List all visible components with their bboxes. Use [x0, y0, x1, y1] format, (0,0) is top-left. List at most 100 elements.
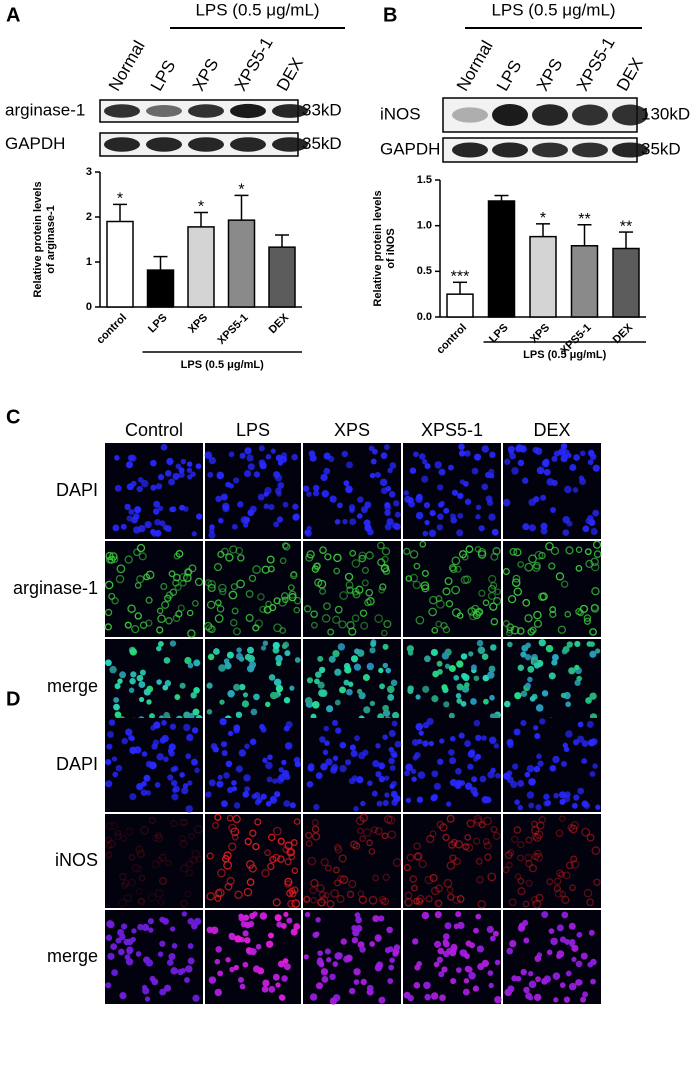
cell [230, 618, 238, 627]
cell [110, 943, 118, 951]
cell [128, 854, 136, 861]
cell [466, 966, 473, 973]
cell [337, 643, 346, 651]
cell [248, 574, 257, 583]
bar [570, 245, 599, 318]
cell [205, 791, 212, 798]
cell [374, 614, 384, 623]
cell [548, 928, 555, 934]
cell [165, 591, 174, 599]
cell [172, 765, 179, 772]
cell [129, 678, 136, 685]
cell [471, 776, 478, 783]
cell [456, 683, 464, 691]
cell [157, 614, 166, 624]
cell [456, 660, 464, 668]
cell [134, 506, 142, 514]
cell [138, 874, 146, 882]
cell [549, 764, 557, 772]
cell [206, 708, 213, 715]
cell [333, 553, 342, 563]
cell [455, 911, 462, 918]
cell [293, 756, 301, 764]
y-axis-label: of iNOS [385, 228, 397, 268]
cell [382, 704, 389, 712]
cell [591, 846, 601, 855]
lane-label: XPS5-1 [231, 34, 277, 94]
cell [109, 821, 118, 830]
cell [477, 963, 485, 971]
bar [187, 226, 215, 308]
cell [339, 591, 349, 600]
cell [224, 662, 232, 670]
cell [259, 605, 267, 614]
cell [137, 923, 144, 931]
cell [548, 562, 556, 570]
cell [207, 653, 215, 661]
cell [493, 597, 502, 606]
cell [161, 600, 170, 609]
cell [246, 454, 254, 462]
cell [305, 553, 314, 562]
cell [275, 654, 283, 663]
cell [574, 640, 581, 648]
cell [563, 996, 571, 1003]
cell [357, 890, 365, 898]
cell [227, 730, 234, 737]
cell [476, 875, 484, 884]
cell [404, 898, 413, 907]
cell [334, 699, 341, 706]
cell [540, 494, 547, 501]
blot-band [146, 137, 182, 152]
cell [141, 923, 150, 932]
cell [581, 740, 589, 747]
cell [225, 957, 231, 963]
cell [479, 775, 487, 783]
cell [320, 968, 329, 976]
cell [409, 875, 418, 883]
cell [506, 861, 513, 869]
cell [134, 612, 142, 620]
cell [289, 802, 296, 809]
cell [113, 703, 120, 711]
cell [534, 993, 542, 1002]
cell [560, 443, 568, 450]
cell [351, 559, 361, 568]
cell [475, 857, 483, 865]
cell [534, 955, 542, 962]
lane-label: XPS [189, 55, 222, 94]
cell [136, 674, 144, 682]
cell [323, 602, 331, 611]
cell [588, 519, 596, 527]
cell [115, 937, 122, 944]
cell [342, 518, 348, 525]
cell [543, 468, 551, 476]
cell [559, 982, 566, 988]
cell [216, 471, 225, 480]
cell [276, 776, 284, 784]
cell [422, 740, 429, 747]
cell [493, 743, 500, 749]
cell [549, 610, 557, 618]
cell [276, 516, 284, 523]
cell [168, 570, 176, 578]
cell [381, 832, 389, 840]
cell [274, 791, 281, 798]
cell [219, 699, 225, 705]
cell [150, 484, 157, 491]
cell [270, 448, 276, 454]
cell [360, 978, 367, 986]
cell [340, 938, 347, 945]
cell [267, 754, 273, 760]
cell [138, 681, 146, 689]
cell [104, 580, 114, 590]
cell [550, 507, 557, 513]
cell [156, 679, 162, 685]
cell [381, 555, 389, 563]
cell [429, 873, 438, 882]
cell [315, 982, 324, 990]
cell [237, 976, 244, 983]
cell [354, 912, 361, 918]
cell [320, 857, 329, 867]
cell [390, 750, 398, 758]
